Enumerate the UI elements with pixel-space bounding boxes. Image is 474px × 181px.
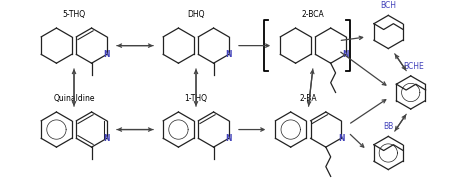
Text: N: N <box>226 134 232 143</box>
Text: 5-THQ: 5-THQ <box>63 10 86 19</box>
Text: N: N <box>226 50 232 59</box>
Text: 1-THQ: 1-THQ <box>184 94 208 103</box>
Text: Quinaldine: Quinaldine <box>53 94 95 103</box>
Text: N: N <box>338 134 344 143</box>
Text: BCHE: BCHE <box>403 62 424 71</box>
Text: 2-BCA: 2-BCA <box>302 10 325 19</box>
Text: BB: BB <box>383 122 393 131</box>
Text: N: N <box>103 50 110 59</box>
Text: N: N <box>343 50 349 59</box>
Text: BCH: BCH <box>380 1 396 10</box>
Text: DHQ: DHQ <box>187 10 205 19</box>
Text: 2-BA: 2-BA <box>300 94 317 103</box>
Text: N: N <box>103 134 110 143</box>
